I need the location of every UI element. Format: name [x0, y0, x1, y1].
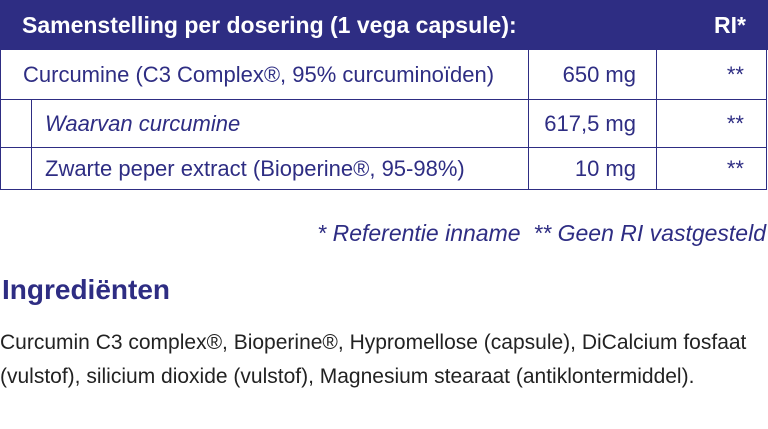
header-label: Samenstelling per dosering (1 vega capsu… — [22, 12, 517, 38]
table-header: Samenstelling per dosering (1 vega capsu… — [0, 0, 768, 50]
table-row: Zwarte peper extract (Bioperine®, 95-98%… — [0, 148, 767, 190]
table-row: Waarvan curcumine 617,5 mg ** — [0, 100, 767, 148]
ingredients-text: Curcumin C3 complex®, Bioperine®, Hyprom… — [0, 331, 747, 388]
header-ri: RI* — [714, 12, 746, 38]
footnote: * Referentie inname ** Geen RI vastgeste… — [317, 220, 766, 246]
row-label: Waarvan curcumine — [45, 110, 241, 136]
row-label: Zwarte peper extract (Bioperine®, 95-98%… — [45, 155, 465, 181]
row-ri: ** — [726, 110, 744, 136]
table-row: Curcumine (C3 Complex®, 95% curcuminoïde… — [0, 50, 767, 100]
row-amount: 650 mg — [562, 61, 636, 87]
ingredients-title: Ingrediënten — [2, 274, 171, 305]
row-label: Curcumine (C3 Complex®, 95% curcuminoïde… — [23, 61, 495, 87]
row-ri: ** — [726, 155, 744, 181]
row-ri: ** — [726, 61, 744, 87]
row-amount: 617,5 mg — [544, 110, 636, 136]
row-amount: 10 mg — [574, 155, 636, 181]
